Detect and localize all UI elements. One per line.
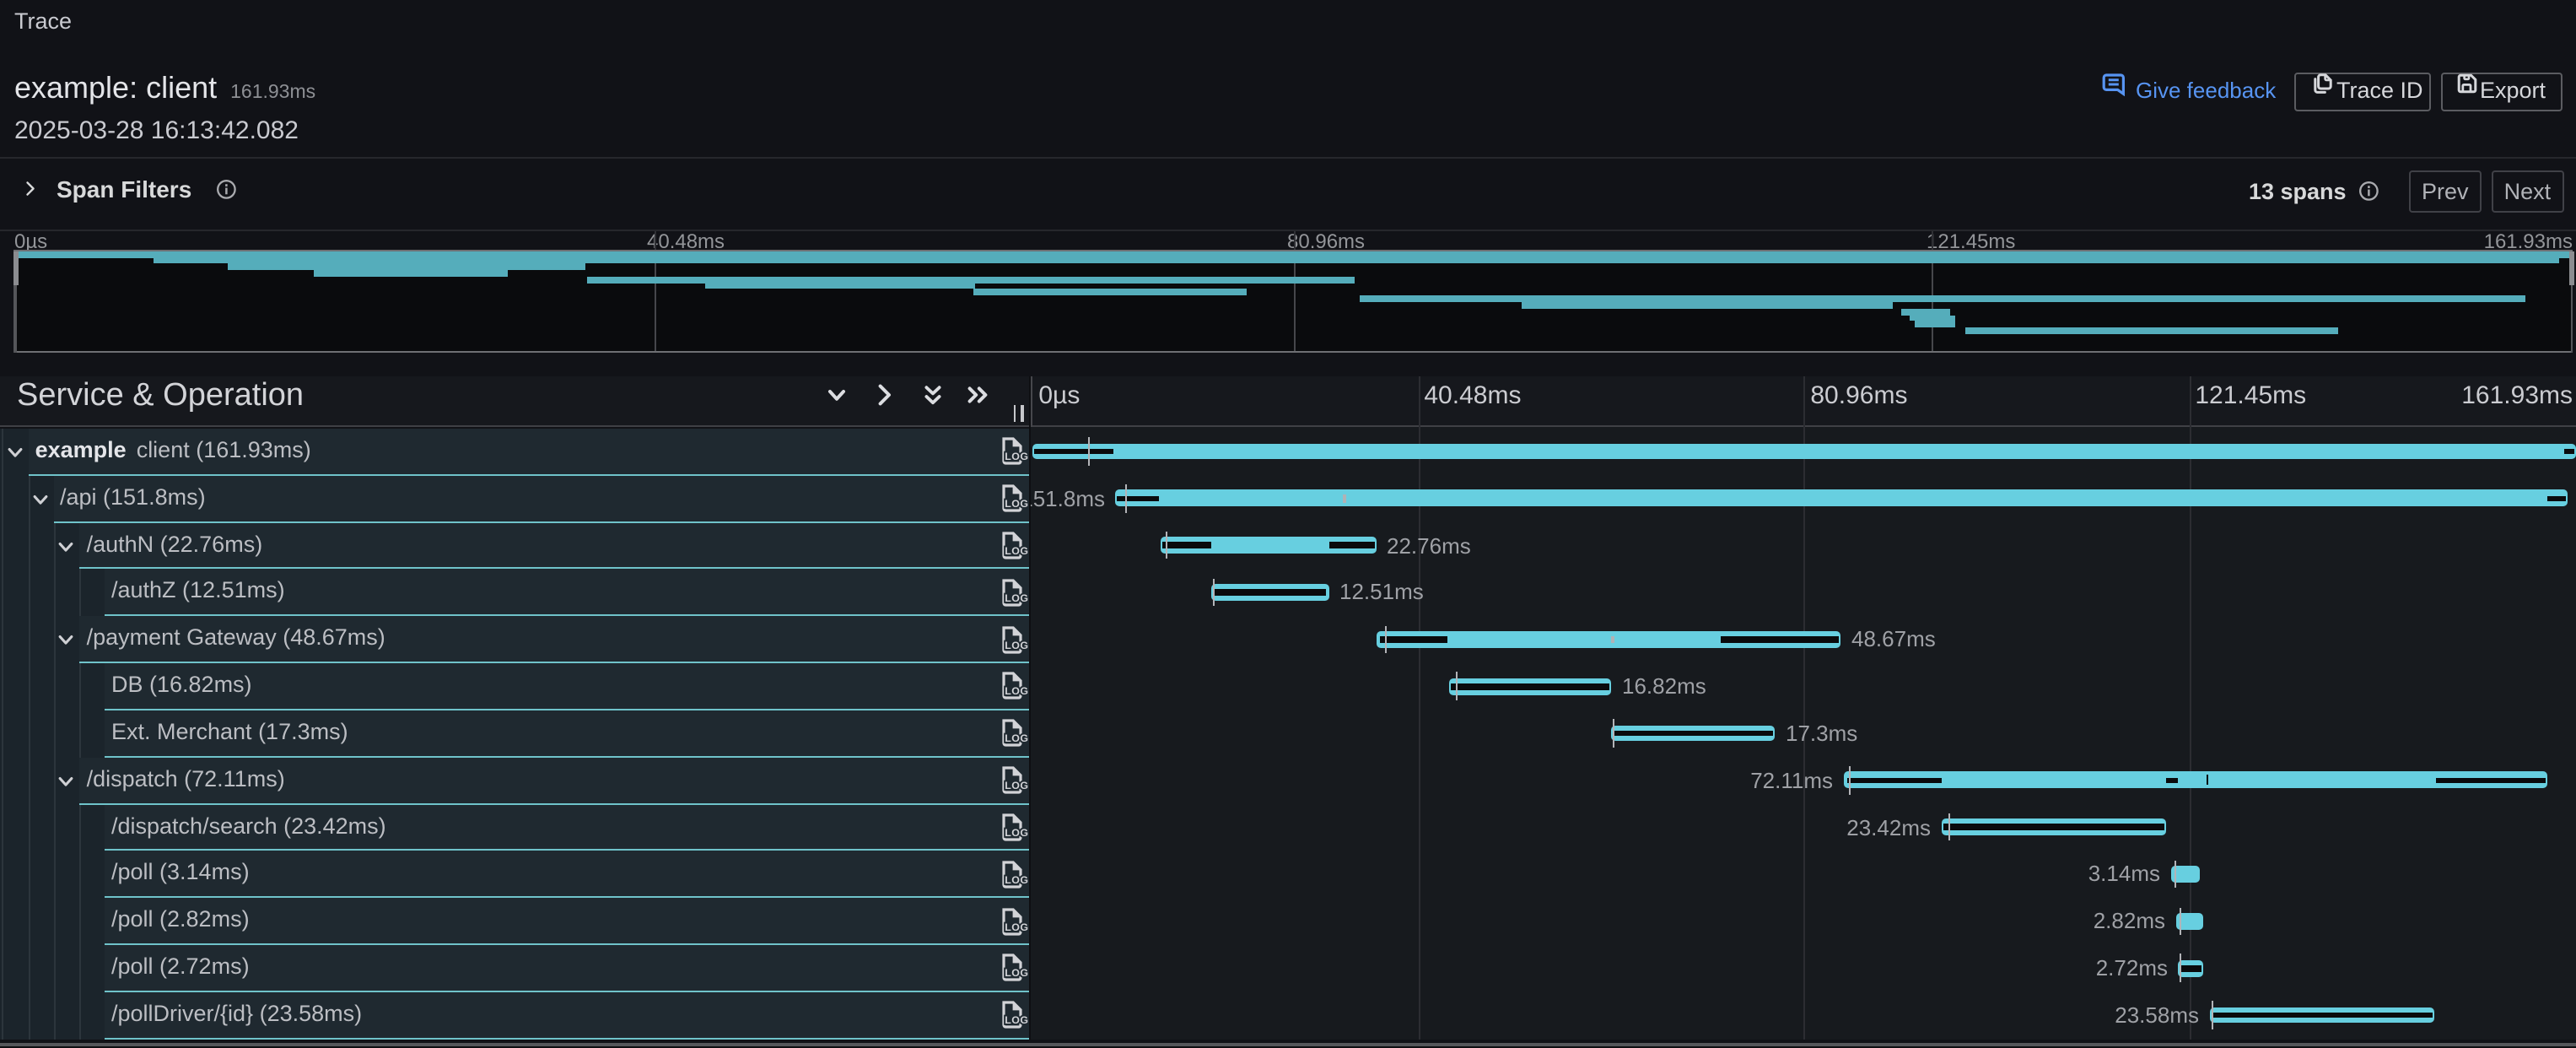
svg-text:LOG: LOG <box>1005 780 1028 791</box>
svg-text:LOG: LOG <box>1005 826 1028 838</box>
svg-text:LOG: LOG <box>1005 921 1028 932</box>
svg-text:LOG: LOG <box>1005 545 1028 557</box>
svg-text:LOG: LOG <box>1005 685 1028 697</box>
svg-text:LOG: LOG <box>1005 732 1028 744</box>
svg-text:LOG: LOG <box>1005 639 1028 651</box>
svg-text:LOG: LOG <box>1005 592 1028 603</box>
svg-text:LOG: LOG <box>1005 1014 1028 1026</box>
svg-text:LOG: LOG <box>1005 967 1028 979</box>
svg-text:LOG: LOG <box>1005 451 1028 462</box>
svg-text:LOG: LOG <box>1005 873 1028 885</box>
svg-text:LOG: LOG <box>1005 498 1028 510</box>
